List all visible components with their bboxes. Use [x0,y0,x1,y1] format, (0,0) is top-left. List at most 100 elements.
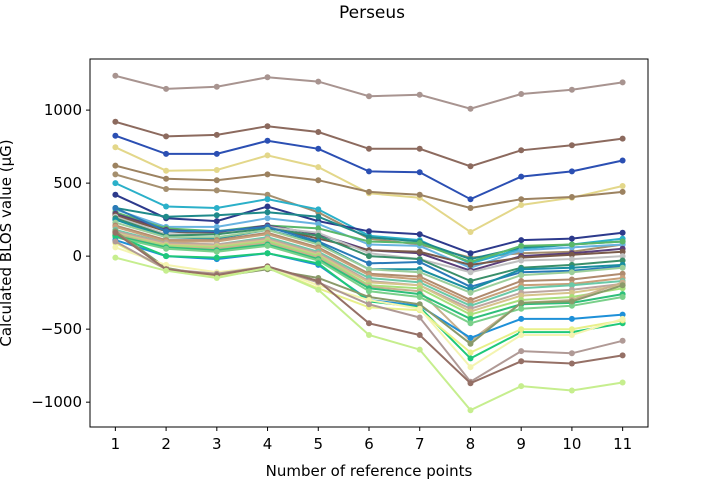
data-point [213,223,220,230]
x-axis: 1 2 3 4 5 6 7 8 9 10 11 [111,427,632,453]
data-point [213,248,220,255]
x-axis-label: Number of reference points [266,462,473,480]
chart-title: Perseus [339,3,405,23]
data-point [518,315,525,322]
data-point [467,196,474,203]
data-point [568,276,575,283]
data-point [568,251,575,258]
data-point [112,118,119,125]
data-point [467,229,474,235]
data-point [315,145,322,152]
data-point [568,142,575,149]
data-point [213,254,220,261]
data-point [619,79,626,86]
data-point [315,225,322,232]
data-point [264,209,271,216]
series-5 [112,162,626,211]
data-point [619,229,626,236]
data-point [416,314,423,321]
data-point [366,168,372,175]
data-point [619,188,626,195]
data-point [619,183,626,189]
data-point [163,186,170,192]
data-point [213,275,220,281]
data-point [163,253,170,260]
data-point [366,253,372,260]
data-point [315,164,322,171]
data-point [315,278,322,284]
data-point [467,289,474,296]
data-point [264,191,271,198]
data-point [112,244,119,251]
data-point [416,259,423,265]
x-tick-label: 11 [613,435,632,453]
data-point [518,332,525,338]
data-point [518,299,525,306]
y-axis-label: Calculated BLOS value (μG) [0,139,15,346]
data-point [518,173,525,180]
data-point [366,145,372,152]
x-tick-label: 9 [516,435,526,453]
data-point [112,132,119,139]
data-point [264,137,271,144]
data-point [518,272,525,279]
data-point [467,311,474,318]
data-point [163,228,170,235]
data-point [619,379,626,386]
data-point [416,191,423,198]
data-point [467,250,474,257]
data-point [264,171,271,178]
data-point [366,260,372,267]
data-point [416,305,423,312]
data-point [213,131,220,138]
x-tick-label: 2 [161,435,171,453]
data-point [518,292,525,299]
data-point [619,248,626,255]
data-point [518,196,525,203]
data-point [315,213,322,220]
series-27 [112,234,626,327]
data-point [315,232,322,239]
data-point [416,294,423,300]
data-point [619,315,626,322]
data-point [518,326,525,333]
data-point [213,228,220,235]
data-point [416,332,423,338]
data-point [518,266,525,273]
data-point [163,203,170,210]
data-point [213,150,220,157]
data-point [366,228,372,235]
data-point [619,352,626,359]
data-point [366,301,372,308]
data-point [112,180,119,187]
data-point [416,269,423,276]
data-point [619,282,626,289]
data-point [416,240,423,246]
data-point [112,144,119,151]
data-point [315,129,322,135]
data-point [315,206,322,213]
data-point [568,387,575,394]
data-point [163,85,170,92]
data-point [416,91,423,98]
data-point [518,257,525,264]
data-point [264,123,271,130]
data-point [112,171,119,178]
data-point [467,364,474,371]
data-point [467,261,474,268]
data-point [467,349,474,356]
data-point [112,238,119,245]
data-point [366,320,372,327]
data-point [264,242,271,249]
data-point [518,91,525,97]
data-point [619,337,626,344]
data-point [568,256,575,263]
data-point [619,311,626,318]
data-point [416,169,423,176]
x-tick-label: 8 [466,435,476,453]
data-point [568,194,575,200]
data-point [112,254,119,261]
x-tick-label: 5 [313,435,323,453]
data-point [416,346,423,353]
data-point [467,278,474,284]
